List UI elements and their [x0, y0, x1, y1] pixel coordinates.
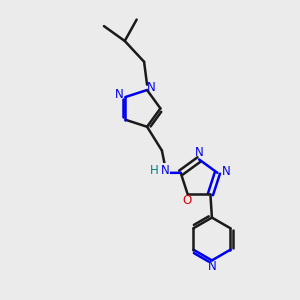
- Text: N: N: [160, 164, 169, 177]
- Text: N: N: [147, 80, 156, 94]
- Text: N: N: [195, 146, 204, 159]
- Text: N: N: [115, 88, 124, 100]
- Text: H: H: [149, 164, 158, 177]
- Text: N: N: [221, 165, 230, 178]
- Text: N: N: [208, 260, 216, 273]
- Text: O: O: [182, 194, 192, 207]
